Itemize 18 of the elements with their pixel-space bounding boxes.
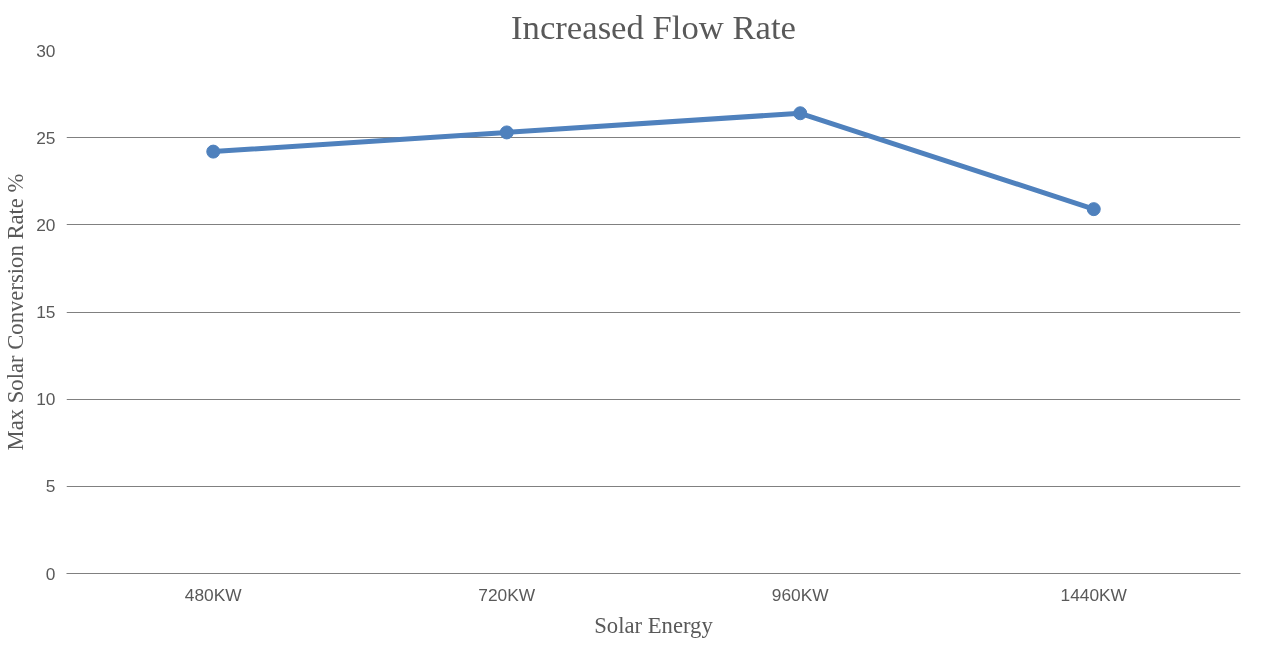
y-tick-label: 5 [45,476,56,497]
y-axis-title: Max Solar Conversion Rate % [3,173,29,451]
chart-title: Increased Flow Rate [511,7,796,46]
point [499,125,514,140]
x-tick-label: 720KW [478,584,536,605]
x-axis-title: Solar Energy [594,612,714,638]
y-tick-label: 30 [36,40,56,61]
x-tick-label: 960KW [771,584,830,605]
y-tick-label: 20 [36,214,56,235]
y-tick-label: 25 [36,127,56,148]
point [1086,202,1101,217]
point [793,106,808,121]
x-tick-label: 480KW [184,584,243,605]
y-tick-label: 10 [36,389,56,410]
x-tick-label: 1440KW [1060,584,1128,605]
y-tick-label: 15 [36,302,56,322]
point [206,144,221,159]
y-tick-label: 0 [45,563,56,584]
